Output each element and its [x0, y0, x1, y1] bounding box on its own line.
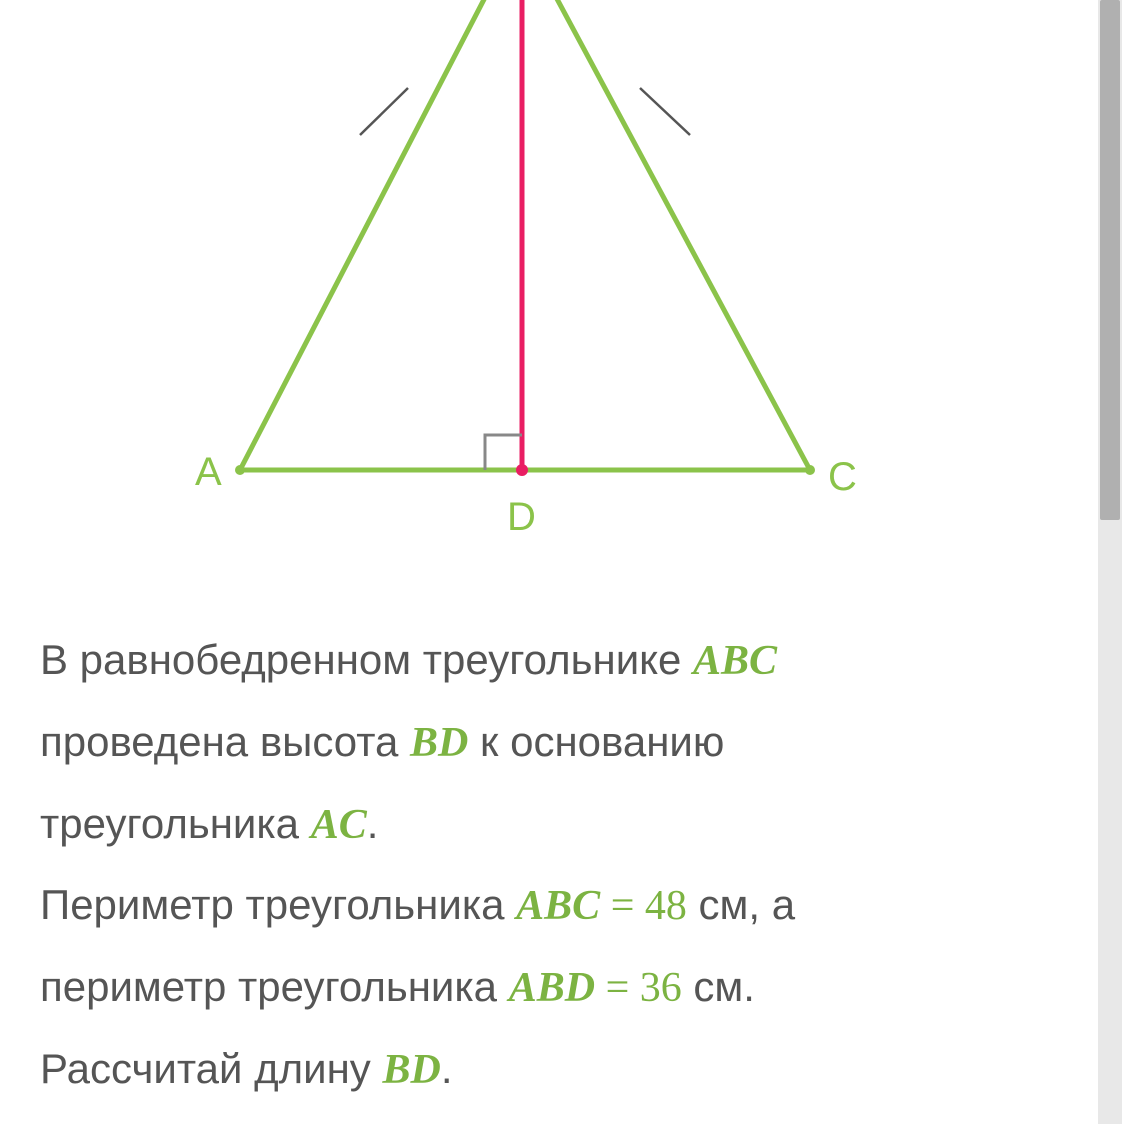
var-bd-2: BD — [382, 1047, 440, 1093]
var-abc-2: ABC — [516, 883, 600, 929]
text-segment: к основанию — [468, 718, 724, 765]
text-segment: Периметр треугольника — [40, 881, 516, 928]
var-abc: ABC — [693, 638, 777, 684]
text-line-4: Периметр треугольника ABC = 48 см, а — [40, 865, 1052, 947]
problem-container: A C D В равнобедренном треугольнике ABC … — [0, 0, 1122, 1124]
label-d: D — [507, 495, 536, 539]
vertex-c-dot — [805, 465, 815, 475]
vertical-scrollbar[interactable] — [1098, 0, 1122, 1124]
label-a: A — [195, 450, 222, 494]
text-segment: . — [367, 800, 379, 847]
right-angle-marker — [485, 435, 522, 470]
text-line-6: Рассчитай длину BD. — [40, 1029, 1052, 1111]
tick-ab — [360, 88, 408, 135]
label-c: C — [828, 455, 857, 499]
side-ab — [240, 0, 520, 470]
text-segment: треугольника — [40, 800, 311, 847]
text-line-3: треугольника AC. — [40, 784, 1052, 866]
equals-sign: = — [600, 883, 645, 929]
text-segment: Рассчитай длину — [40, 1045, 382, 1092]
value-48: 48 — [645, 883, 687, 929]
text-segment: . — [441, 1045, 453, 1092]
value-36: 36 — [640, 965, 682, 1011]
problem-text: В равнобедренном треугольнике ABC провед… — [40, 620, 1082, 1111]
triangle-diagram: A C D — [90, 0, 940, 580]
text-line-1: В равнобедренном треугольнике ABC — [40, 620, 1052, 702]
text-segment: периметр треугольника — [40, 963, 509, 1010]
text-segment: см. — [682, 963, 755, 1010]
text-segment: В равнобедренном треугольнике — [40, 636, 693, 683]
text-line-5: периметр треугольника ABD = 36 см. — [40, 947, 1052, 1029]
side-bc — [520, 0, 810, 470]
text-segment: проведена высота — [40, 718, 410, 765]
var-ac: AC — [311, 802, 367, 848]
equals-sign: = — [595, 965, 640, 1011]
text-segment: см, а — [687, 881, 795, 928]
diagram-area: A C D — [40, 0, 1082, 590]
vertex-a-dot — [235, 465, 245, 475]
scrollbar-thumb[interactable] — [1100, 0, 1120, 520]
text-line-2: проведена высота BD к основанию — [40, 702, 1052, 784]
vertex-d-dot — [516, 464, 528, 476]
var-abd: ABD — [509, 965, 595, 1011]
var-bd: BD — [410, 720, 468, 766]
tick-bc — [640, 88, 690, 135]
